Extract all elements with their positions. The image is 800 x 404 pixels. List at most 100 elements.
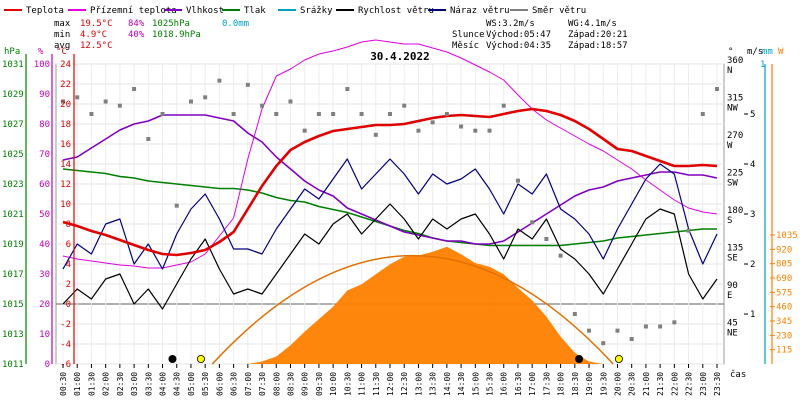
- legend-label-2: Vlhkost: [186, 6, 224, 16]
- x-tick-36: 18:30: [571, 372, 580, 396]
- x-tick-6: 03:30: [144, 372, 153, 396]
- axes: hPa% °C ° m/smm W103110291027102510231021101…: [2, 47, 798, 396]
- series-vlhkost: [62, 114, 718, 245]
- wind-direction-point: [473, 128, 478, 133]
- x-tick-25: 13:00: [414, 372, 423, 396]
- temperature-tick-4: 16: [60, 140, 71, 150]
- legend-label-3: Tlak: [244, 6, 266, 16]
- wind-direction-point: [132, 87, 137, 91]
- solar-area: [63, 246, 717, 364]
- wind-tick-4: 1: [750, 310, 755, 320]
- stat-min-hum: 40%: [128, 30, 145, 40]
- info-ws: WS:3.2m/s: [486, 19, 535, 29]
- temperature-tick-15: -6: [60, 360, 71, 370]
- wind-tick-2: 3: [750, 210, 755, 220]
- wind-direction-point: [658, 324, 663, 329]
- wind-axis-label: m/s: [747, 47, 763, 57]
- x-tick-34: 17:30: [542, 372, 551, 396]
- solar-tick-0: 1035: [776, 231, 798, 241]
- stat-max-label: max: [54, 19, 71, 29]
- stat-min-press: 1018.9hPa: [152, 30, 201, 40]
- x-tick-1: 01:00: [73, 372, 82, 396]
- wind-direction-point: [288, 99, 293, 104]
- wind-direction-point: [643, 324, 648, 329]
- humidity-tick-1: 90: [39, 90, 50, 100]
- wind-direction-point: [203, 95, 208, 100]
- pressure-axis-label: hPa: [4, 47, 20, 57]
- x-tick-16: 08:30: [286, 372, 295, 396]
- wind-direction-point: [430, 120, 435, 125]
- chart-title: 30.4.2022: [370, 50, 430, 63]
- solar-tick-5: 460: [776, 303, 792, 313]
- temperature-tick-13: -2: [60, 320, 71, 330]
- wind-direction-point: [515, 178, 520, 183]
- direction-tick-6: 90: [727, 281, 738, 291]
- x-tick-40: 20:30: [628, 372, 637, 396]
- stat-min-label: min: [54, 30, 70, 40]
- x-tick-0: 00:30: [59, 372, 68, 396]
- x-tick-32: 16:30: [514, 372, 523, 396]
- direction-tick-4: 180: [727, 206, 743, 216]
- sun-arc: [211, 255, 614, 365]
- x-tick-38: 19:30: [599, 372, 608, 396]
- temperature-tick-7: 10: [60, 200, 71, 210]
- wind-direction-point: [61, 99, 65, 104]
- legend-label-5: Rychlost větru: [358, 6, 434, 16]
- sunset-marker: [614, 354, 623, 363]
- x-tick-24: 12:30: [400, 372, 409, 396]
- x-tick-44: 22:30: [685, 372, 694, 396]
- legend: Teplota Přízemní teplota Vlhkost Tlak Srážky…: [4, 6, 586, 16]
- direction-tick-7: 45: [727, 319, 738, 329]
- wind-direction-point: [487, 128, 492, 133]
- stat-max-hum: 84%: [128, 19, 145, 29]
- moonrise-marker: [168, 354, 177, 363]
- wind-direction-point: [274, 112, 279, 116]
- x-tick-7: 04:00: [159, 372, 168, 396]
- x-tick-45: 23:00: [699, 372, 708, 396]
- wind-direction-point: [416, 128, 421, 133]
- x-tick-22: 11:30: [372, 372, 381, 396]
- direction-name-1: NW: [727, 104, 738, 114]
- pressure-tick-5: 1021: [2, 210, 24, 220]
- x-tick-42: 21:30: [656, 372, 665, 396]
- solar-tick-1: 920: [776, 245, 792, 255]
- temperature-tick-14: -4: [60, 340, 71, 350]
- pressure-tick-9: 1013: [2, 330, 24, 340]
- wind-direction-point: [558, 253, 563, 258]
- direction-name-2: W: [727, 141, 733, 151]
- direction-tick-2: 270: [727, 131, 743, 141]
- info-moonset: Západ:18:57: [568, 41, 628, 51]
- temperature-tick-12: 0: [66, 300, 71, 310]
- wind-direction-point: [103, 99, 108, 104]
- wind-tick-0: 5: [750, 110, 755, 120]
- temperature-axis-label: °C: [56, 47, 67, 57]
- stat-max-rain: 0.0mm: [222, 19, 249, 29]
- humidity-tick-2: 80: [39, 120, 50, 130]
- temperature-tick-3: 18: [60, 120, 71, 130]
- info-moonrise: Východ:04:35: [486, 41, 551, 51]
- x-axis-label: čas: [730, 369, 746, 380]
- x-tick-29: 15:00: [471, 372, 480, 396]
- x-tick-35: 18:00: [557, 372, 566, 396]
- legend-label-4: Srážky: [300, 6, 333, 16]
- humidity-tick-3: 70: [39, 150, 50, 160]
- direction-name-5: SE: [727, 254, 738, 264]
- wind-direction-point: [75, 95, 80, 100]
- x-tick-13: 07:00: [244, 372, 253, 396]
- wind-direction-point: [544, 237, 549, 241]
- pressure-tick-6: 1019: [2, 240, 24, 250]
- wind-direction-point: [444, 112, 449, 116]
- series-rychlost-v-tru: [62, 203, 718, 310]
- wind-direction-point: [345, 87, 350, 91]
- temperature-tick-8: 8: [66, 220, 71, 230]
- x-tick-39: 20:00: [613, 372, 622, 396]
- sunrise-marker: [196, 354, 205, 363]
- direction-tick-5: 135: [727, 244, 743, 254]
- x-tick-27: 14:00: [443, 372, 452, 396]
- pressure-tick-4: 1023: [2, 180, 24, 190]
- wind-direction-point: [217, 78, 222, 83]
- stat-avg-label: avg: [54, 41, 70, 51]
- pressure-tick-0: 1031: [2, 60, 24, 70]
- humidity-tick-7: 30: [39, 270, 50, 280]
